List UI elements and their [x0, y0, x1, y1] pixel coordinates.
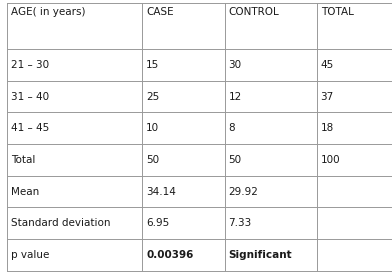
- Text: 37: 37: [321, 92, 334, 102]
- Text: 15: 15: [146, 60, 160, 70]
- Text: 6.95: 6.95: [146, 218, 169, 228]
- Text: 12: 12: [229, 92, 242, 102]
- Text: 0.00396: 0.00396: [146, 250, 194, 260]
- Text: Mean: Mean: [11, 187, 39, 196]
- Text: 30: 30: [229, 60, 241, 70]
- Text: p value: p value: [11, 250, 49, 260]
- Text: 25: 25: [146, 92, 160, 102]
- Text: 10: 10: [146, 123, 159, 133]
- Text: 31 – 40: 31 – 40: [11, 92, 49, 102]
- Text: 45: 45: [321, 60, 334, 70]
- Text: 18: 18: [321, 123, 334, 133]
- Text: 21 – 30: 21 – 30: [11, 60, 49, 70]
- Text: 34.14: 34.14: [146, 187, 176, 196]
- Text: Total: Total: [11, 155, 35, 165]
- Text: AGE( in years): AGE( in years): [11, 7, 85, 17]
- Text: 7.33: 7.33: [229, 218, 252, 228]
- Text: 100: 100: [321, 155, 340, 165]
- Text: 8: 8: [229, 123, 235, 133]
- Text: Standard deviation: Standard deviation: [11, 218, 111, 228]
- Text: CONTROL: CONTROL: [229, 7, 279, 17]
- Text: 50: 50: [146, 155, 159, 165]
- Text: 41 – 45: 41 – 45: [11, 123, 49, 133]
- Text: TOTAL: TOTAL: [321, 7, 354, 17]
- Text: 50: 50: [229, 155, 241, 165]
- Text: Significant: Significant: [229, 250, 292, 260]
- Text: 29.92: 29.92: [229, 187, 258, 196]
- Text: CASE: CASE: [146, 7, 174, 17]
